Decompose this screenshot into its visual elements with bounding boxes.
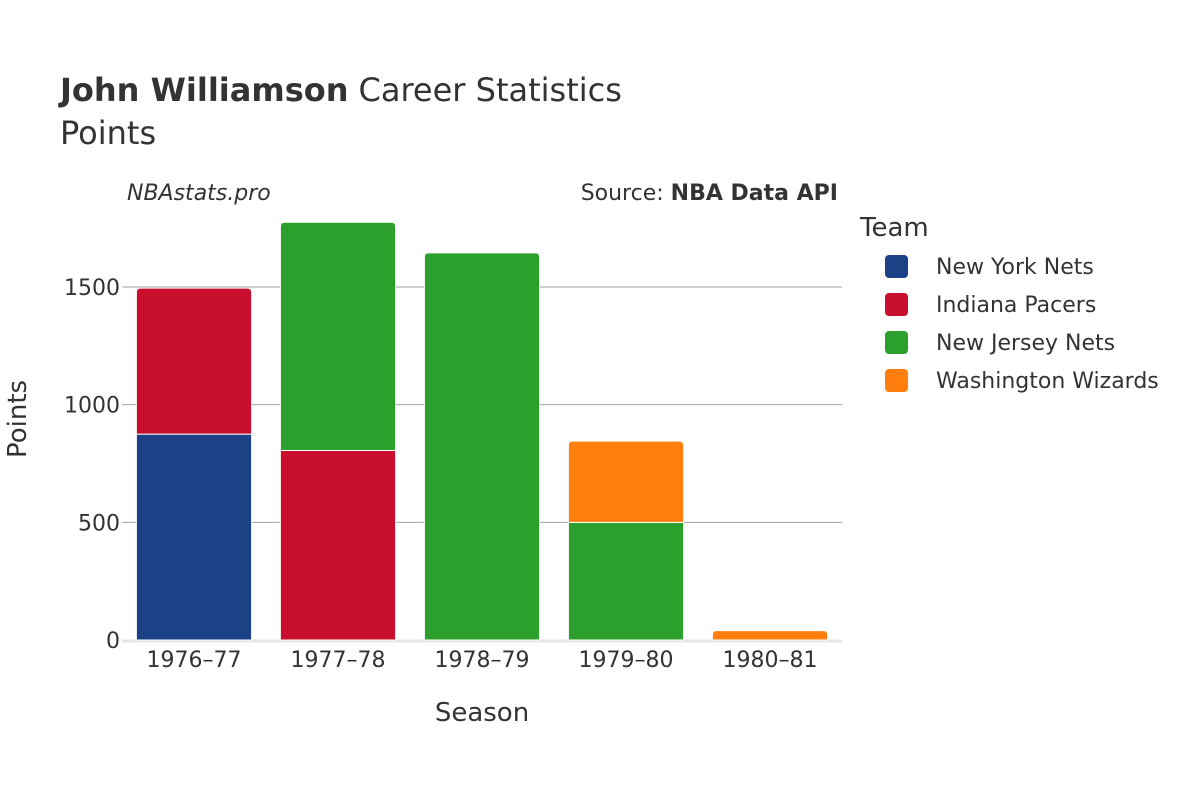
legend-item[interactable]: New York Nets — [885, 255, 1094, 280]
legend-title: Team — [859, 213, 929, 243]
bar-indiana-pacers-1 — [279, 450, 397, 641]
bar-new-york-nets-0 — [135, 433, 253, 641]
source-prefix: Source: — [581, 181, 671, 206]
bar-new-jersey-nets-3 — [567, 521, 685, 641]
legend-label: Washington Wizards — [936, 369, 1159, 394]
legend-swatch — [885, 293, 908, 316]
bar-washington-wizards-4 — [711, 630, 829, 641]
y-tick-label: 1000 — [64, 394, 120, 419]
x-tick-labels: 1976–77 1977–78 1978–79 1979–80 1980–81 — [147, 648, 818, 673]
legend: New York Nets Indiana Pacers New Jersey Ne… — [885, 255, 1159, 394]
chart-title-player: John Williamson — [58, 71, 349, 109]
bars — [135, 221, 829, 641]
y-tick-label: 1500 — [64, 276, 120, 301]
bar-washington-wizards-3 — [567, 440, 685, 523]
y-tick-label: 0 — [106, 629, 120, 654]
legend-label: New Jersey Nets — [936, 331, 1115, 356]
chart-subtitle: Points — [60, 114, 156, 152]
chart-title: John Williamson Career Statistics — [58, 71, 622, 109]
y-tick-label: 500 — [78, 511, 120, 536]
bar-new-jersey-nets-1 — [279, 221, 397, 452]
chart-title-suffix: Career Statistics — [359, 71, 622, 109]
x-tick-label: 1980–81 — [723, 648, 818, 673]
legend-item[interactable]: Washington Wizards — [885, 369, 1159, 394]
legend-swatch — [885, 331, 908, 354]
x-axis-label: Season — [435, 698, 529, 728]
bar-new-jersey-nets-2 — [423, 252, 541, 641]
source-text: Source: NBA Data API — [581, 181, 838, 206]
legend-label: Indiana Pacers — [936, 293, 1096, 318]
y-axis-label: Points — [3, 380, 33, 458]
legend-label: New York Nets — [936, 255, 1094, 280]
legend-swatch — [885, 255, 908, 278]
x-tick-label: 1977–78 — [291, 648, 386, 673]
x-tick-label: 1979–80 — [579, 648, 674, 673]
legend-item[interactable]: New Jersey Nets — [885, 331, 1115, 356]
bar-indiana-pacers-0 — [135, 287, 253, 435]
x-tick-label: 1978–79 — [435, 648, 530, 673]
x-tick-label: 1976–77 — [147, 648, 242, 673]
y-tick-labels: 0 500 1000 1500 — [64, 276, 120, 654]
legend-item[interactable]: Indiana Pacers — [885, 293, 1096, 318]
source-name: NBA Data API — [671, 181, 838, 206]
watermark-text: NBAstats.pro — [127, 181, 271, 206]
legend-swatch — [885, 369, 908, 392]
